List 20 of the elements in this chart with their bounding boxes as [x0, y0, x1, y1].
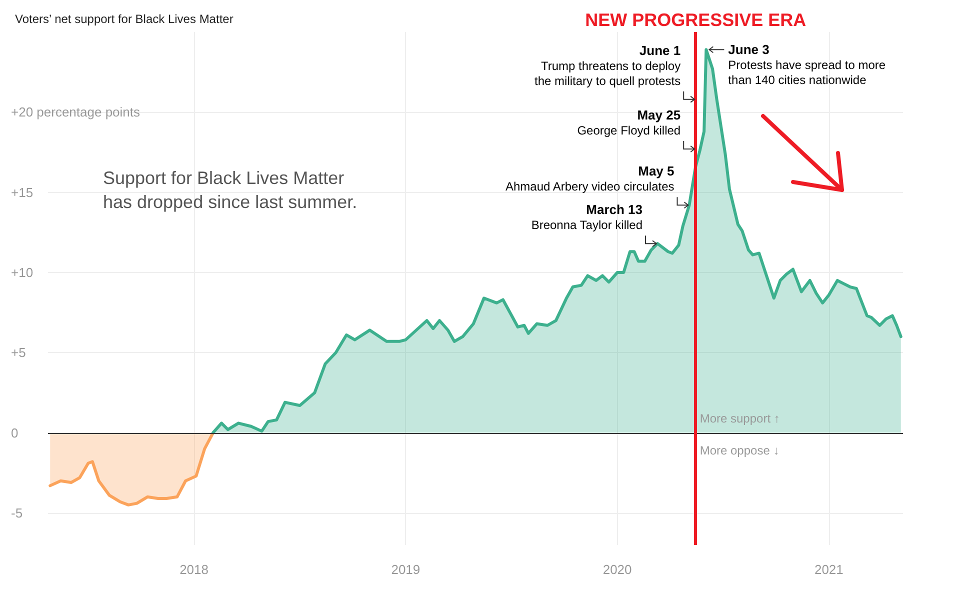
ref-line-label: NEW PROGRESSIVE ERA: [585, 10, 806, 30]
x-tick-label: 2021: [814, 562, 844, 577]
annotation: March 13 Breonna Taylor killed: [531, 202, 643, 232]
y-tick-label: +20 percentage points: [11, 104, 141, 120]
annotation: More support ↑: [700, 411, 780, 426]
annotation: Support for Black Lives Matter has dropped since last summer.: [103, 168, 358, 212]
x-tick-label: 2019: [391, 562, 420, 577]
annotation: June 3 Protests have spread to more than 140 cities nationwide: [728, 42, 886, 88]
y-tick-label: +15: [11, 184, 34, 200]
x-tick-label: 2018: [180, 562, 208, 577]
y-tick-label: 0: [11, 425, 18, 440]
y-tick-label: +5: [11, 345, 26, 360]
y-tick-label: +10: [11, 264, 34, 280]
annotation: May 5 Ahmaud Arbery video circulates: [506, 164, 674, 194]
y-tick-label: -5: [11, 505, 23, 520]
annotation: More oppose ↓: [700, 443, 780, 458]
x-tick-label: 2020: [602, 562, 632, 577]
annotation: May 25 George Floyd killed: [577, 108, 681, 138]
chart-title: Voters’ net support for Black Lives Matter: [15, 12, 234, 26]
annotation: June 1 Trump threatens to deploy the military to quell protests: [534, 42, 681, 88]
